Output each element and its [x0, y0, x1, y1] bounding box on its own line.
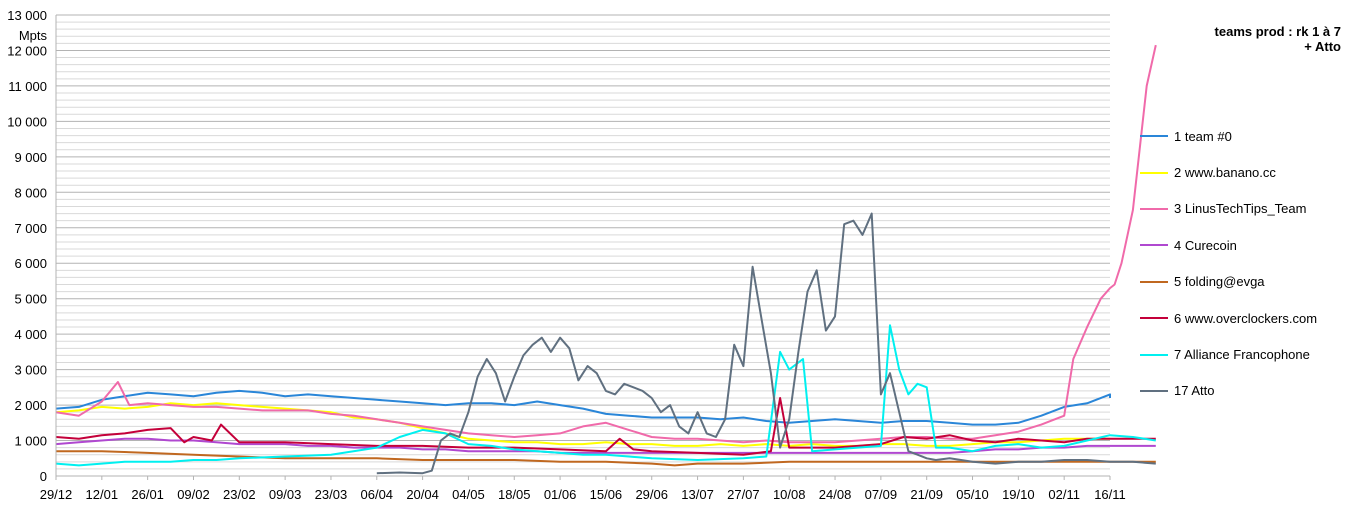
y-tick-labels: 0 1 000 2 000 3 000 4 000 5 000 6 000 7 000 8 00… — [7, 8, 47, 484]
series-lines — [55, 44, 1157, 475]
legend-label: 7 Alliance Francophone — [1174, 347, 1310, 363]
legend-label: 17 Atto — [1174, 383, 1215, 399]
y-tick-label: 12 000 — [7, 43, 47, 58]
chart-title: teams prod : rk 1 à 7 + Atto — [1215, 24, 1341, 54]
series-line-7 — [55, 324, 1156, 467]
x-tick-label: 02/11 — [1048, 487, 1080, 502]
major-gridlines — [56, 14, 1110, 442]
series-line-8 — [376, 212, 1156, 475]
x-tick-label: 06/04 — [361, 487, 394, 502]
minor-gridlines — [56, 21, 1110, 470]
legend-label: 5 folding@evga — [1174, 274, 1265, 290]
y-tick-label: 5 000 — [14, 292, 47, 307]
x-tick-label: 26/01 — [131, 487, 164, 502]
y-axis-unit-label: Mpts — [19, 28, 48, 43]
y-tick-label: 3 000 — [14, 363, 47, 378]
legend-label: 3 LinusTechTips_Team — [1174, 201, 1307, 217]
y-tick-label: 7 000 — [14, 221, 47, 236]
x-tick-labels: 29/12 12/01 26/01 09/02 23/02 09/03 23/03 06/04… — [40, 487, 1126, 502]
legend-swatch — [1140, 389, 1168, 392]
y-tick-label: 4 000 — [14, 327, 47, 342]
x-tick-label: 23/02 — [223, 487, 256, 502]
y-tick-label: 11 000 — [8, 79, 47, 94]
legend-swatch — [1140, 135, 1168, 138]
y-tick-label: 8 000 — [14, 185, 47, 200]
y-tick-label: 0 — [40, 469, 47, 484]
legend-item: 3 LinusTechTips_Team — [1140, 191, 1317, 227]
legend-label: 1 team #0 — [1174, 128, 1232, 144]
x-tick-label: 20/04 — [406, 487, 439, 502]
legend-label: 4 Curecoin — [1174, 237, 1237, 253]
x-tick-label: 19/10 — [1002, 487, 1035, 502]
x-tick-label: 29/12 — [40, 487, 73, 502]
x-tick-label: 10/08 — [773, 487, 806, 502]
legend-item: 4 Curecoin — [1140, 227, 1317, 263]
x-tick-label: 04/05 — [452, 487, 485, 502]
series-line-1 — [55, 389, 1111, 426]
x-tick-label: 07/09 — [865, 487, 898, 502]
x-tick-label: 12/01 — [86, 487, 119, 502]
legend-label: 6 www.overclockers.com — [1174, 310, 1318, 326]
legend-item: 2 www.banano.cc — [1140, 154, 1317, 190]
legend-swatch — [1140, 244, 1168, 247]
chart-title-line-2: + Atto — [1304, 39, 1341, 54]
x-tick-label: 24/08 — [819, 487, 852, 502]
series-line-2 — [55, 402, 1110, 447]
y-tick-label: 9 000 — [14, 150, 47, 165]
legend-swatch — [1140, 280, 1168, 283]
x-tick-label: 05/10 — [956, 487, 989, 502]
y-tick-label: 13 000 — [7, 8, 47, 23]
x-tick-label: 21/09 — [910, 487, 943, 502]
x-tick-label: 29/06 — [635, 487, 668, 502]
legend-swatch — [1140, 353, 1168, 356]
legend-item: 5 folding@evga — [1140, 264, 1317, 300]
legend-item: 6 www.overclockers.com — [1140, 300, 1317, 336]
legend-item: 17 Atto — [1140, 373, 1317, 409]
legend-swatch — [1140, 171, 1168, 174]
x-tick-label: 16/11 — [1094, 487, 1126, 502]
legend-label: 2 www.banano.cc — [1174, 165, 1276, 181]
x-tick-label: 01/06 — [544, 487, 577, 502]
series-line-5 — [56, 450, 1156, 467]
series-line-6 — [55, 397, 1156, 456]
x-tick-label: 23/03 — [315, 487, 348, 502]
legend-item: 7 Alliance Francophone — [1140, 336, 1317, 372]
x-tick-label: 09/03 — [269, 487, 302, 502]
y-tick-label: 10 000 — [7, 114, 47, 129]
y-tick-label: 1 000 — [14, 434, 47, 449]
chart-title-line-1: teams prod : rk 1 à 7 — [1214, 24, 1341, 39]
x-tick-label: 18/05 — [498, 487, 531, 502]
y-tick-label: 2 000 — [14, 398, 47, 413]
legend-item: 1 team #0 — [1140, 118, 1317, 154]
chart-legend: 1 team #0 2 www.banano.cc 3 LinusTechTips_… — [1140, 118, 1317, 409]
x-tick-label: 13/07 — [681, 487, 714, 502]
series-line-3 — [55, 44, 1157, 444]
legend-swatch — [1140, 317, 1168, 320]
x-tick-label: 09/02 — [177, 487, 210, 502]
x-tick-label: 15/06 — [590, 487, 623, 502]
legend-swatch — [1140, 207, 1168, 210]
y-tick-label: 6 000 — [14, 256, 47, 271]
x-tick-label: 27/07 — [727, 487, 760, 502]
axes — [55, 15, 1111, 480]
